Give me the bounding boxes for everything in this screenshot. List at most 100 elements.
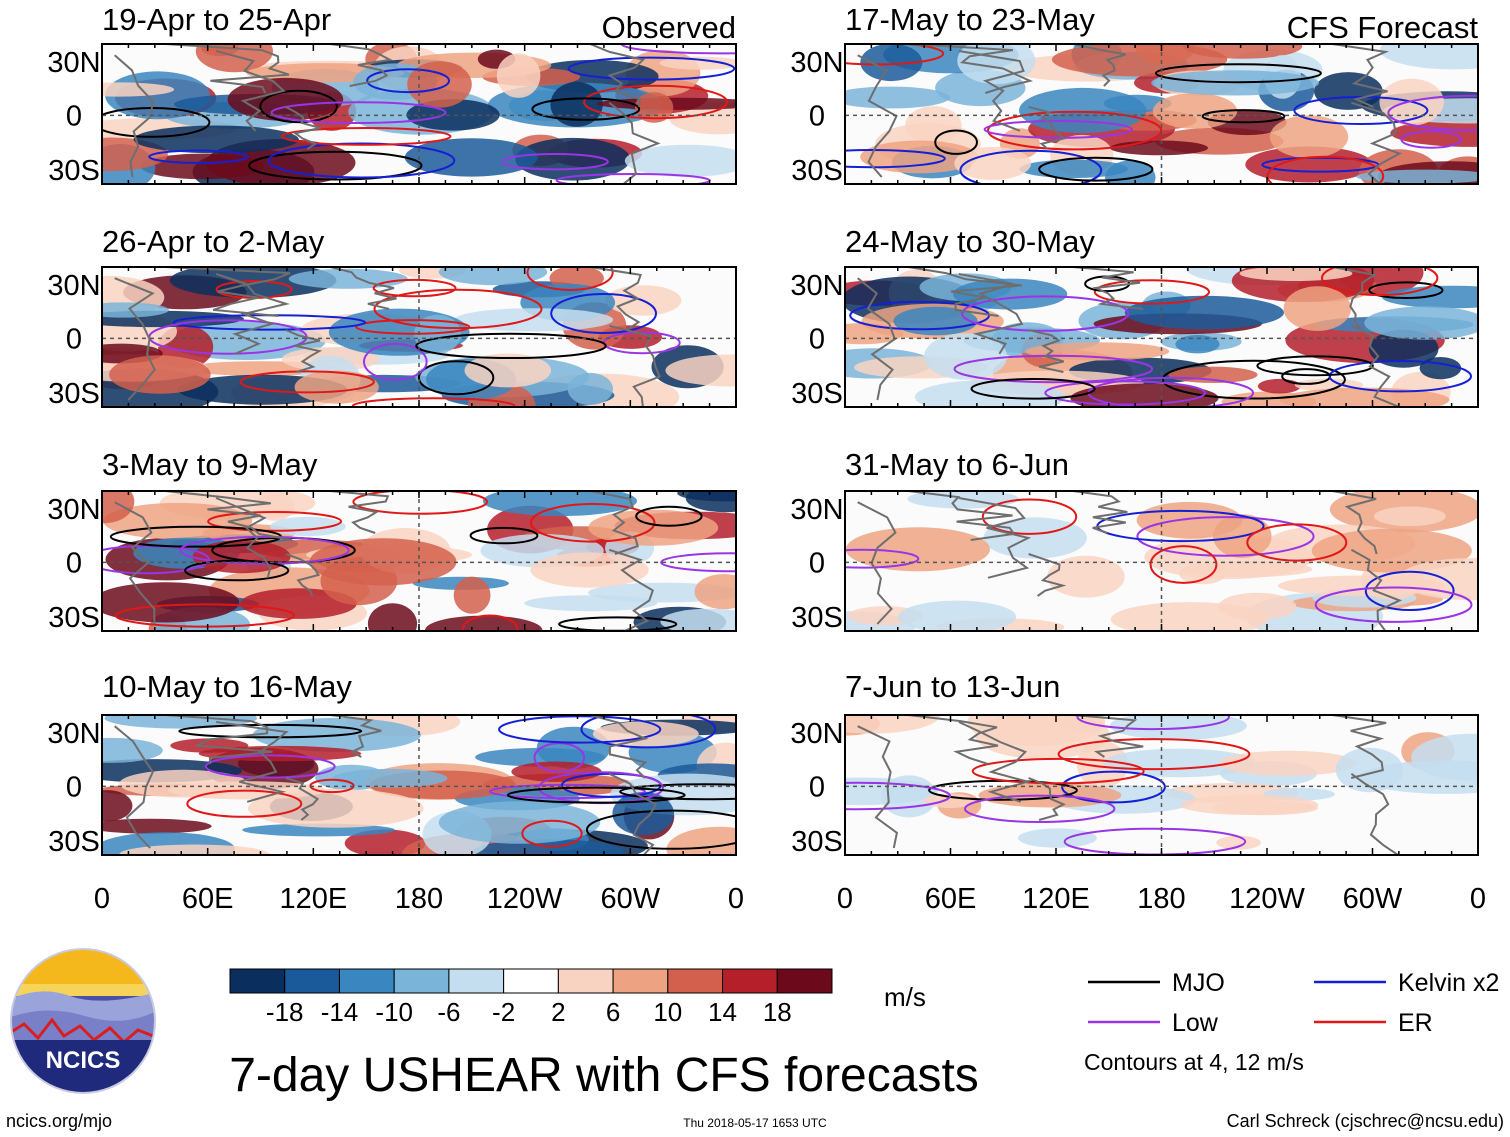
shear-cell (524, 595, 658, 612)
shear-cell (1364, 306, 1478, 340)
contour-line (1154, 63, 1322, 84)
contour-line (845, 548, 920, 569)
shear-cell (694, 574, 736, 610)
colorbar-swatch (612, 968, 669, 994)
contour-line (259, 89, 338, 124)
legend: MJO Kelvin x2 Low ER (1088, 969, 1499, 1037)
shear-cell (109, 355, 211, 394)
shear-cell (860, 140, 979, 174)
shear-cell (102, 302, 169, 318)
contour-line (1038, 156, 1154, 182)
y-tick-label: 30N (47, 47, 100, 79)
column-label: Observed (602, 10, 736, 45)
legend-label: MJO (1172, 969, 1225, 997)
y-tick-label: 30N (790, 47, 843, 79)
panel-1-0: 30N 0 30S 17-May to 23-May CFS Forecast (790, 2, 1479, 187)
contour-line (1076, 715, 1230, 731)
shear-field (845, 715, 1478, 855)
contour-line (635, 505, 703, 527)
x-tick-label: 120E (1022, 883, 1090, 915)
contour-line (981, 498, 1078, 535)
colorbar: -18 -14 -10 -6 -2 2 6 10 14 18 (229, 968, 833, 1027)
chart-title: 7-day USHEAR with CFS forecasts (229, 1049, 979, 1102)
x-tick-label: 60E (925, 883, 977, 915)
colorbar-label: -14 (321, 997, 359, 1027)
y-tick-label: 30N (47, 270, 100, 302)
shear-cell (407, 61, 472, 108)
x-tick-label: 0 (1470, 883, 1486, 915)
x-tick-label: 120E (279, 883, 347, 915)
contour-line (526, 267, 614, 291)
colorbar-label: 14 (708, 997, 737, 1027)
footer-timestamp: Thu 2018-05-17 1653 UTC (683, 1116, 827, 1130)
shear-cell (845, 715, 940, 734)
contour-line (983, 119, 1133, 139)
x-tick-label: 120W (1229, 883, 1305, 915)
x-tick-label: 60W (1343, 883, 1403, 915)
y-tick-label: 30N (790, 718, 843, 750)
y-tick-label: 30N (790, 494, 843, 526)
contour-line (660, 552, 736, 573)
footer-url[interactable]: ncics.org/mjo (6, 1111, 112, 1131)
colorbar-label: -6 (437, 997, 460, 1027)
contour-line (417, 360, 495, 396)
shear-cell (404, 138, 538, 177)
shear-cell (954, 146, 1032, 180)
shear-cell (845, 527, 991, 572)
y-tick-label: 30S (791, 155, 843, 187)
panel-1-3: 30N 0 30S 7-Jun to 13-Jun (790, 669, 1479, 858)
shear-cell (1180, 795, 1319, 815)
shear-cell (102, 582, 240, 623)
x-tick-label: 0 (728, 883, 744, 915)
x-tick-label: 0 (837, 883, 853, 915)
contour-line (1400, 130, 1462, 149)
contour-line (373, 288, 543, 330)
shear-cell (1047, 555, 1125, 598)
panel-0-2: 30N 0 30S 3-May to 9-May (47, 447, 737, 634)
contour-line (1201, 109, 1286, 124)
contour-line (355, 319, 471, 335)
contour-line (1161, 359, 1346, 400)
panels: 30N 0 30S 19-Apr to 25-Apr Observed 30N 0 30S 26… (47, 2, 1486, 915)
y-tick-label: 30S (48, 602, 100, 634)
contour-line (580, 715, 717, 749)
shear-cell (1335, 747, 1404, 793)
shear-cell (453, 576, 491, 614)
shear-cell (1124, 295, 1284, 330)
contour-line (506, 786, 686, 804)
panel-period-label: 10-May to 16-May (102, 669, 352, 704)
panel-period-label: 7-Jun to 13-Jun (845, 669, 1060, 704)
x-tick-label: 0 (94, 883, 110, 915)
panel-0-0: 30N 0 30S 19-Apr to 25-Apr Observed (47, 2, 737, 187)
shear-cell (102, 737, 163, 763)
colorbar-swatch (667, 968, 724, 994)
contour-line (1328, 360, 1473, 393)
x-tick-label: 60W (601, 883, 661, 915)
contour-line (1149, 545, 1218, 584)
contour-line (498, 715, 662, 744)
contour-line (960, 295, 1130, 332)
contour-line (963, 794, 1116, 823)
panel-0-3: 30N 0 30S 10-May to 16-May (47, 669, 737, 858)
shear-cell (924, 333, 1008, 380)
shear-cell (1077, 741, 1128, 789)
contour-line (533, 742, 586, 773)
shear-cell (1216, 835, 1261, 850)
colorbar-swatch (338, 968, 395, 994)
contour-line (529, 503, 656, 543)
contour-line (845, 781, 952, 811)
y-tick-label: 0 (809, 323, 825, 355)
shear-cell (860, 44, 923, 82)
shear-cell (1102, 748, 1256, 778)
contour-line (1044, 380, 1207, 406)
y-tick-label: 30S (48, 155, 100, 187)
colorbar-swatch (448, 968, 505, 994)
y-tick-label: 30S (48, 826, 100, 858)
contour-line (501, 153, 609, 171)
colorbar-swatch (393, 968, 450, 994)
shear-field (845, 267, 1478, 407)
panel-0-1: 30N 0 30S 26-Apr to 2-May (47, 224, 737, 410)
shear-cell (192, 540, 291, 574)
y-tick-label: 0 (809, 100, 825, 132)
panel-1-1: 30N 0 30S 24-May to 30-May (790, 224, 1479, 410)
